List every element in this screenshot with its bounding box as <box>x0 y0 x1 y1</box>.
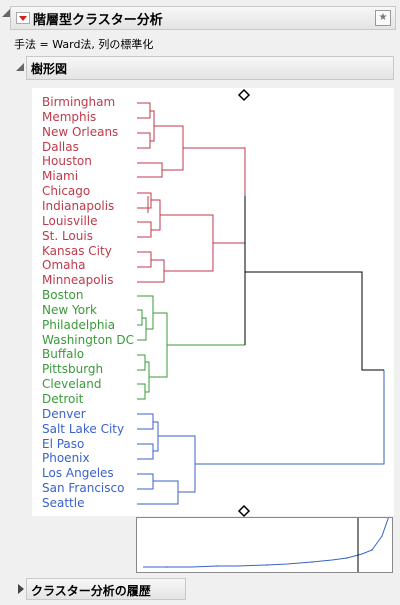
history-section-header[interactable]: クラスター分析の履歴 <box>18 578 186 600</box>
city-label: Buffalo <box>42 347 85 362</box>
cluster-3-links <box>137 370 385 505</box>
method-label: 手法 = Ward法, 列の標準化 <box>14 38 154 51</box>
city-label: Indianapolis <box>42 198 115 213</box>
city-label: El Paso <box>42 436 85 451</box>
city-label: San Francisco <box>42 481 125 496</box>
city-label: New York <box>42 302 97 317</box>
top-level-links <box>244 196 384 371</box>
city-label: Kansas City <box>42 243 112 258</box>
city-label: Denver <box>42 406 86 421</box>
dendrogram-collapse-icon[interactable] <box>16 63 24 71</box>
distance-scree-plot <box>136 515 393 573</box>
dendrogram-title: 樹形図 <box>31 62 68 76</box>
history-title: クラスター分析の履歴 <box>31 584 151 598</box>
city-label: Detroit <box>42 392 84 406</box>
city-label: Philadelphia <box>42 317 116 332</box>
dendrogram-panel <box>32 88 394 516</box>
bottom-distance-handle[interactable] <box>237 504 251 518</box>
city-label: Birmingham <box>42 95 116 109</box>
dendrogram-section-header[interactable]: 樹形図 <box>16 56 394 80</box>
cluster-1-links <box>137 102 246 283</box>
city-label: Miami <box>42 169 79 184</box>
history-expand-icon[interactable] <box>18 584 24 594</box>
city-label: St. Louis <box>42 228 93 243</box>
collapse-corner-icon[interactable] <box>2 9 10 17</box>
city-label: Phoenix <box>42 451 90 466</box>
red-triangle-menu-icon[interactable] <box>16 12 30 24</box>
city-label: Salt Lake City <box>42 421 125 436</box>
city-label: Los Angeles <box>42 466 114 481</box>
city-label: Omaha <box>42 258 86 273</box>
city-label: Washington DC <box>42 332 134 347</box>
city-label: Memphis <box>42 109 97 124</box>
cluster-2-links <box>137 295 245 400</box>
city-label: Cleveland <box>42 377 102 392</box>
city-label: Dallas <box>42 139 79 154</box>
pin-star-icon[interactable]: ★ <box>375 10 391 26</box>
report-title: 階層型クラスター分析 <box>33 13 163 28</box>
city-label: Pittsburgh <box>42 362 104 377</box>
city-label: New Orleans <box>42 124 119 139</box>
scree-line <box>143 515 390 572</box>
city-label: Seattle <box>42 495 85 510</box>
report-header[interactable]: 階層型クラスター分析 ★ <box>2 6 396 30</box>
top-distance-handle[interactable] <box>237 88 251 102</box>
city-label: Houston <box>42 154 92 169</box>
city-label: Minneapolis <box>42 273 114 288</box>
city-label: Boston <box>42 288 84 303</box>
city-label: Chicago <box>42 184 91 199</box>
city-label: Louisville <box>42 213 98 228</box>
